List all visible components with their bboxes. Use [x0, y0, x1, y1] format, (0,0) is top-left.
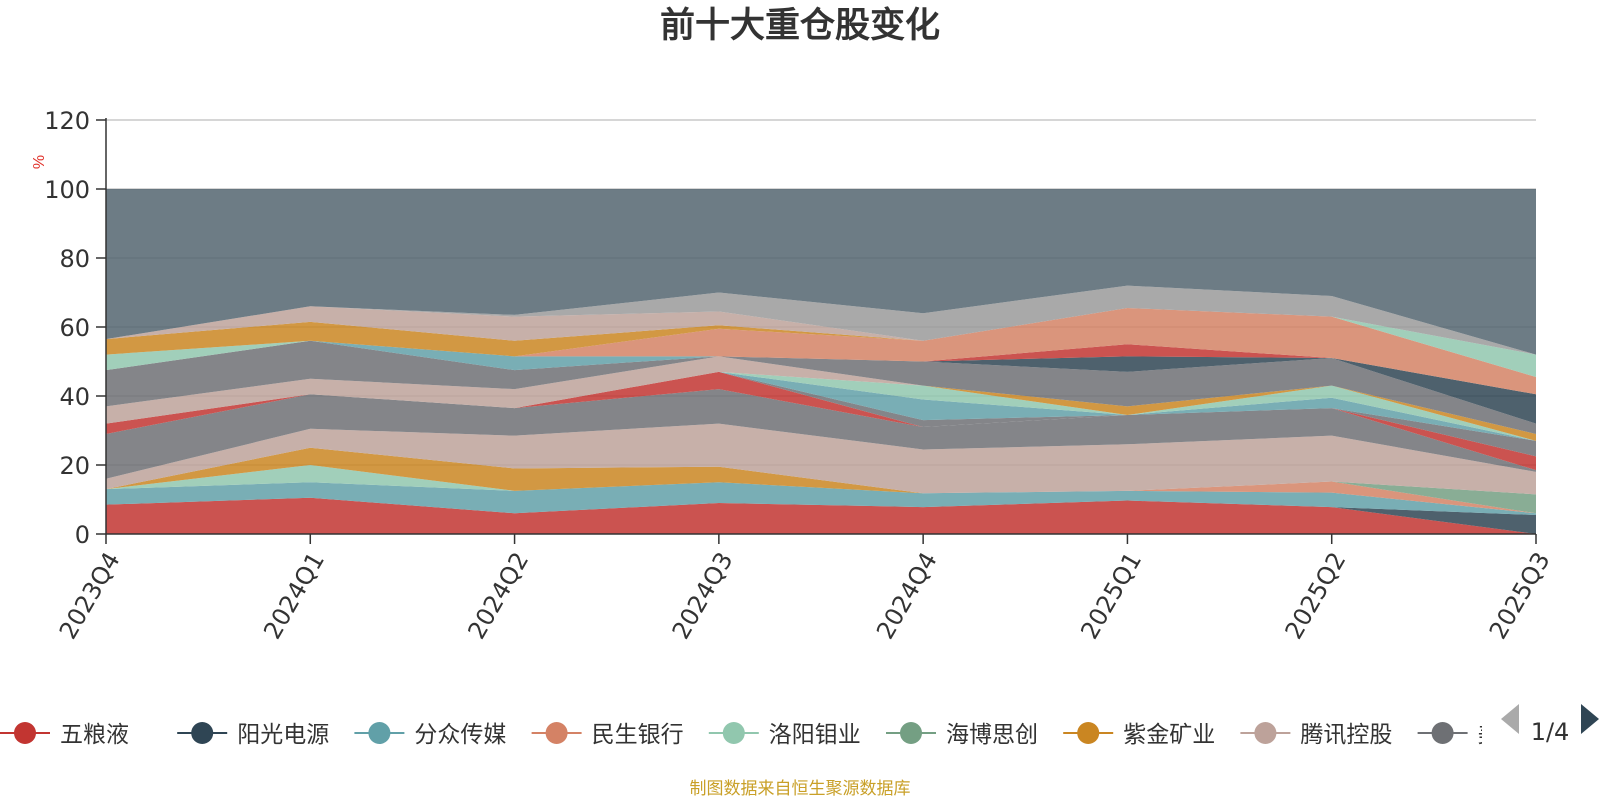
area-band-17 — [106, 340, 1536, 395]
legend-label: 五粮液 — [60, 722, 129, 748]
legend: 五粮液 阳光电源 分众传媒 民生银行 洛阳钼业 海博思创 紫金矿业 腾讯控股 美的 — [0, 722, 1524, 748]
legend-marker — [1431, 722, 1454, 744]
area-band-14 — [106, 356, 1536, 434]
legend-label: 阳光电源 — [237, 722, 329, 748]
area-band-23 — [106, 285, 1536, 355]
y-tick-label: 40 — [59, 383, 90, 411]
legend-marker — [545, 722, 568, 744]
x-tick-label: 2024Q4 — [871, 547, 943, 643]
legend-item[interactable]: 美的 — [1417, 722, 1524, 748]
legend-item[interactable]: 洛阳钼业 — [708, 722, 861, 748]
area-band-2 — [106, 482, 1536, 516]
area-band-22 — [106, 306, 1536, 355]
axes — [96, 118, 1537, 544]
y-tick-label: 100 — [44, 176, 90, 204]
area-band-6 — [106, 447, 1536, 495]
legend-marker — [1077, 722, 1100, 744]
area-band-0 — [106, 497, 1536, 534]
x-tick-label: 2025Q2 — [1280, 547, 1352, 643]
area-band-3 — [106, 481, 1536, 514]
area-band-15 — [106, 340, 1536, 434]
legend-marker — [1254, 722, 1277, 744]
legend-marker — [722, 722, 745, 744]
area-band-18 — [106, 340, 1536, 395]
stacked-area-bands — [106, 189, 1536, 534]
legend-marker — [191, 722, 214, 744]
y-tick-label: 20 — [59, 452, 90, 480]
legend-label: 紫金矿业 — [1123, 722, 1215, 748]
area-band-8 — [106, 389, 1536, 479]
legend-item[interactable]: 紫金矿业 — [1063, 722, 1215, 748]
legend-label: 海博思创 — [946, 722, 1038, 748]
legend-marker — [14, 722, 36, 744]
x-tick-label: 2024Q1 — [258, 547, 330, 643]
legend-marker — [368, 722, 391, 744]
legend-page-indicator: 1/4 — [1531, 718, 1570, 746]
legend-label: 洛阳钼业 — [769, 722, 861, 748]
x-tick-label: 2025Q3 — [1484, 547, 1556, 643]
triangle-right-icon[interactable] — [1581, 704, 1599, 734]
x-tick-labels: 2023Q4 2024Q1 2024Q2 2024Q3 2024Q4 2025Q1 2025… — [54, 547, 1556, 643]
y-tick-label: 0 — [75, 521, 90, 549]
area-band-19 — [106, 308, 1536, 395]
area-band-16 — [106, 340, 1536, 424]
x-tick-label: 2025Q1 — [1075, 547, 1147, 643]
area-band-7 — [106, 423, 1536, 495]
y-axis-unit-label: % — [31, 155, 48, 169]
legend-label: 腾讯控股 — [1300, 722, 1392, 748]
y-tick-label: 80 — [59, 245, 90, 273]
chart-title: 前十大重仓股变化 — [660, 6, 940, 46]
legend-label: 分众传媒 — [414, 722, 506, 748]
legend-pager: 1/4 — [1501, 704, 1599, 746]
legend-item[interactable]: 五粮液 — [0, 722, 129, 748]
legend-item[interactable]: 民生银行 — [531, 722, 684, 748]
triangle-left-icon[interactable] — [1501, 704, 1519, 734]
x-tick-label: 2023Q4 — [54, 547, 126, 643]
area-band-24 — [106, 189, 1536, 355]
legend-item[interactable]: 海博思创 — [886, 722, 1038, 748]
x-tick-label: 2024Q3 — [667, 547, 739, 643]
y-tick-label: 120 — [44, 107, 90, 135]
legend-item[interactable]: 阳光电源 — [177, 722, 329, 748]
area-band-11 — [106, 371, 1536, 441]
legend-item[interactable]: 分众传媒 — [354, 722, 506, 748]
legend-marker — [900, 722, 922, 744]
data-source-note: 制图数据来自恒生聚源数据库 — [690, 779, 911, 799]
x-tick-label: 2024Q2 — [462, 547, 534, 643]
area-band-21 — [106, 308, 1536, 357]
legend-label: 民生银行 — [592, 722, 684, 748]
y-tick-label: 60 — [59, 314, 90, 342]
legend-item[interactable]: 腾讯控股 — [1240, 722, 1392, 748]
legend-label: 美的 — [1478, 722, 1524, 748]
y-tick-labels: 0 20 40 60 80 100 120 — [44, 107, 90, 549]
area-band-12 — [106, 371, 1536, 441]
